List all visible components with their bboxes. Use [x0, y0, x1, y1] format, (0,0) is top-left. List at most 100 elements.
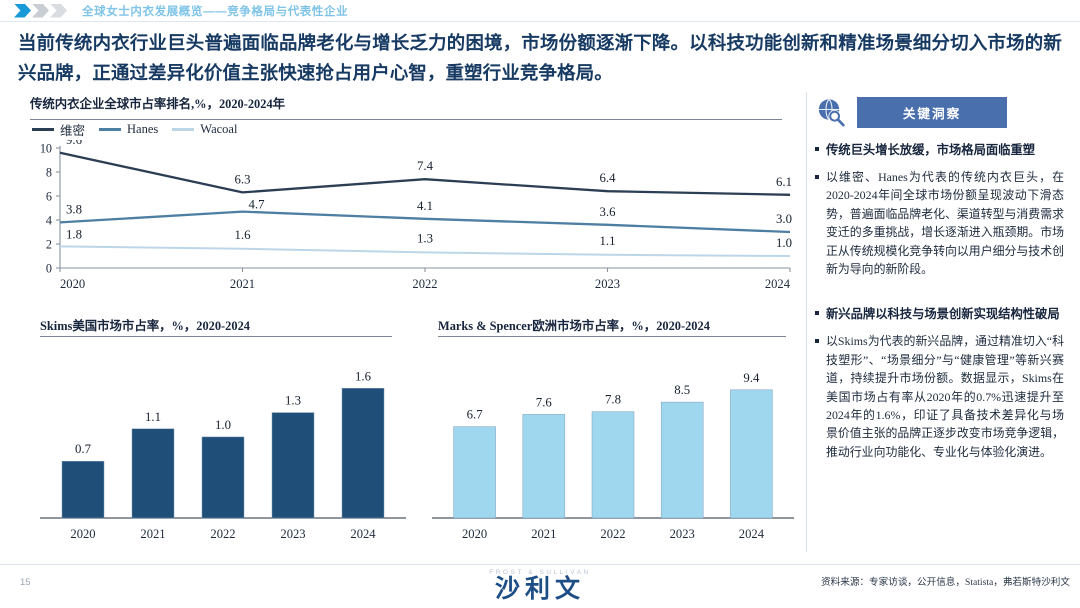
- marks-spencer-chart-title: Marks & Spencer欧洲市场市占率，%，2020-2024: [438, 319, 710, 333]
- data-label: 4.7: [249, 198, 266, 212]
- y-tick-label: 2: [46, 237, 52, 251]
- bar: [730, 389, 773, 519]
- line-chart-title: 传统内衣企业全球市占率排名,%，2020-2024年: [30, 97, 286, 111]
- globe-search-icon: [818, 98, 845, 127]
- slide-header-bar: 全球女士内衣发展概览——竞争格局与代表性企业: [0, 0, 1080, 22]
- bar: [201, 436, 245, 519]
- line-chart-legend: 维密 Hanes Wacoal: [32, 120, 237, 139]
- data-label: 7.4: [417, 159, 434, 173]
- x-axis-label: 2023: [670, 527, 695, 541]
- bar: [522, 414, 566, 519]
- insight-heading-2: 新兴品牌以科技与场景创新实现结构性破局: [815, 304, 1064, 325]
- marks-spencer-title-rule: [438, 336, 786, 338]
- data-label: 4.1: [417, 199, 433, 213]
- x-axis-label: 2023: [595, 277, 620, 291]
- logo-english-text: FROST & SULLIVAN: [489, 569, 591, 576]
- skims-chart-plot: 0.7 2020 1.1 2021 1.0 2022 1.3 2023 1.6 2024: [40, 369, 406, 541]
- brand-logo: FROST & SULLIVAN 沙利文: [455, 569, 625, 603]
- line-series-1: [59, 210, 791, 234]
- bar-value-label: 1.1: [145, 410, 161, 424]
- slide-footer: 15 FROST & SULLIVAN 沙利文 资料来源：专家访谈，公开信息，S…: [0, 564, 1080, 608]
- data-label: 6.1: [776, 175, 792, 189]
- insight-block-1: 传统巨头增长放缓，市场格局面临重塑 以维密、Hanes为代表的传统内衣巨头，在2…: [811, 140, 1064, 278]
- bar: [660, 401, 704, 519]
- bar: [61, 460, 105, 519]
- insight-heading-1: 传统巨头增长放缓，市场格局面临重塑: [815, 140, 1064, 161]
- x-axis-label: 2022: [210, 527, 235, 541]
- y-tick-label: 4: [46, 213, 52, 227]
- legend-item-1: Hanes: [99, 122, 158, 137]
- line-chart-plot: 0 2 4 6 8 10 2020 2021 2022 2023 2024 9.6 6.3 7.4 6.4 6…: [40, 140, 792, 291]
- insights-panel: 关键洞察 传统巨头增长放缓，市场格局面临重塑 以维密、Hanes为代表的传统内衣…: [806, 92, 1064, 552]
- insight-body-1: 以维密、Hanes为代表的传统内衣巨头，在2020-2024年间全球市场份额呈现…: [815, 168, 1064, 278]
- insight-block-2: 新兴品牌以科技与场景创新实现结构性破局 以Skims为代表的新兴品牌，通过精准切…: [811, 304, 1064, 461]
- x-axis-label: 2020: [462, 527, 487, 541]
- bar-value-label: 7.6: [536, 395, 553, 409]
- chevron-icon-2: [32, 3, 49, 18]
- slide-section-title: 全球女士内衣发展概览——竞争格局与代表性企业: [82, 5, 349, 18]
- y-tick-label: 0: [46, 261, 52, 275]
- x-axis-label: 2021: [140, 527, 165, 541]
- line-series-0: [59, 151, 791, 196]
- page-number: 15: [20, 577, 31, 588]
- bar-value-label: 9.4: [743, 371, 760, 385]
- logo-chinese-text: 沙利文: [494, 576, 585, 603]
- legend-label-2: Wacoal: [200, 122, 238, 136]
- legend-label-0: 维密: [60, 124, 86, 138]
- source-note: 资料来源：专家访谈，公开信息，Statista，弗若斯特沙利文: [821, 577, 1070, 588]
- legacy-share-line-chart: 传统内衣企业全球市占率排名,%，2020-2024年 维密 Hanes Waco…: [18, 92, 800, 300]
- legend-swatch-1: [99, 128, 122, 131]
- bar: [341, 388, 385, 519]
- skims-chart-title: Skims美国市场市占率，%，2020-2024: [40, 319, 250, 333]
- bar-value-label: 8.5: [674, 383, 690, 397]
- skims-title-rule: [40, 336, 392, 338]
- x-axis-label: 2024: [739, 527, 765, 541]
- bar: [453, 426, 496, 519]
- bar-value-label: 6.7: [467, 408, 484, 422]
- skims-bar-chart: Skims美国市场市占率，%，2020-2024 0.7 2020 1.1 2021 1…: [18, 316, 426, 548]
- legend-label-1: Hanes: [127, 122, 159, 136]
- legend-swatch-0: [32, 128, 54, 131]
- bar-value-label: 1.0: [215, 418, 231, 432]
- slide-headline: 当前传统内衣行业巨头普遍面临品牌老化与增长乏力的困境，市场份额逐渐下降。以科技功…: [18, 33, 1062, 83]
- x-axis-label: 2021: [531, 527, 556, 541]
- bar-value-label: 1.6: [355, 369, 372, 383]
- line-chart-title-rule: [30, 119, 782, 121]
- y-tick-label: 6: [46, 189, 52, 203]
- x-axis-label: 2024: [765, 277, 791, 291]
- data-label: 6.4: [600, 171, 617, 185]
- bar-value-label: 7.8: [605, 393, 621, 407]
- chevron-icon-1: [14, 3, 31, 18]
- data-label: 3.8: [66, 202, 82, 216]
- key-insight-badge: 关键洞察: [857, 96, 1007, 128]
- bar: [591, 411, 635, 519]
- bar-value-label: 1.3: [285, 394, 301, 408]
- legend-item-0: 维密: [32, 120, 85, 139]
- data-label: 1.0: [776, 236, 792, 250]
- chevron-decoration: [14, 3, 68, 18]
- insight-body-2: 以Skims为代表的新兴品牌，通过精准切入“科技塑形”、“场景细分”与“健康管理…: [815, 332, 1064, 461]
- x-axis-label: 2022: [412, 277, 437, 291]
- x-axis-label: 2021: [230, 277, 255, 291]
- bar: [271, 412, 315, 519]
- marks-spencer-bar-chart: Marks & Spencer欧洲市场市占率，%，2020-2024 6.7 20…: [426, 316, 800, 548]
- y-tick-label: 10: [40, 141, 52, 155]
- marks-spencer-chart-plot: 6.7 2020 7.6 2021 7.8 2022 8.5 2023 9.4 2024: [432, 371, 794, 541]
- insights-header: 关键洞察: [815, 96, 1064, 128]
- y-tick-label: 8: [46, 165, 52, 179]
- bar: [131, 428, 175, 519]
- data-label: 1.3: [417, 231, 433, 245]
- data-label: 1.6: [235, 228, 252, 242]
- x-axis-label: 2023: [280, 527, 305, 541]
- bar-charts-row: Skims美国市场市占率，%，2020-2024 0.7 2020 1.1 2021 1…: [18, 316, 800, 548]
- x-axis-label: 2024: [350, 527, 376, 541]
- data-label: 1.8: [66, 227, 82, 241]
- chevron-icon-3: [50, 3, 67, 18]
- data-label: 3.0: [776, 212, 792, 226]
- bar-value-label: 0.7: [75, 442, 92, 456]
- x-axis-label: 2022: [600, 527, 625, 541]
- data-label: 3.6: [600, 205, 617, 219]
- data-label: 1.1: [600, 234, 616, 248]
- line-series-2: [59, 245, 791, 257]
